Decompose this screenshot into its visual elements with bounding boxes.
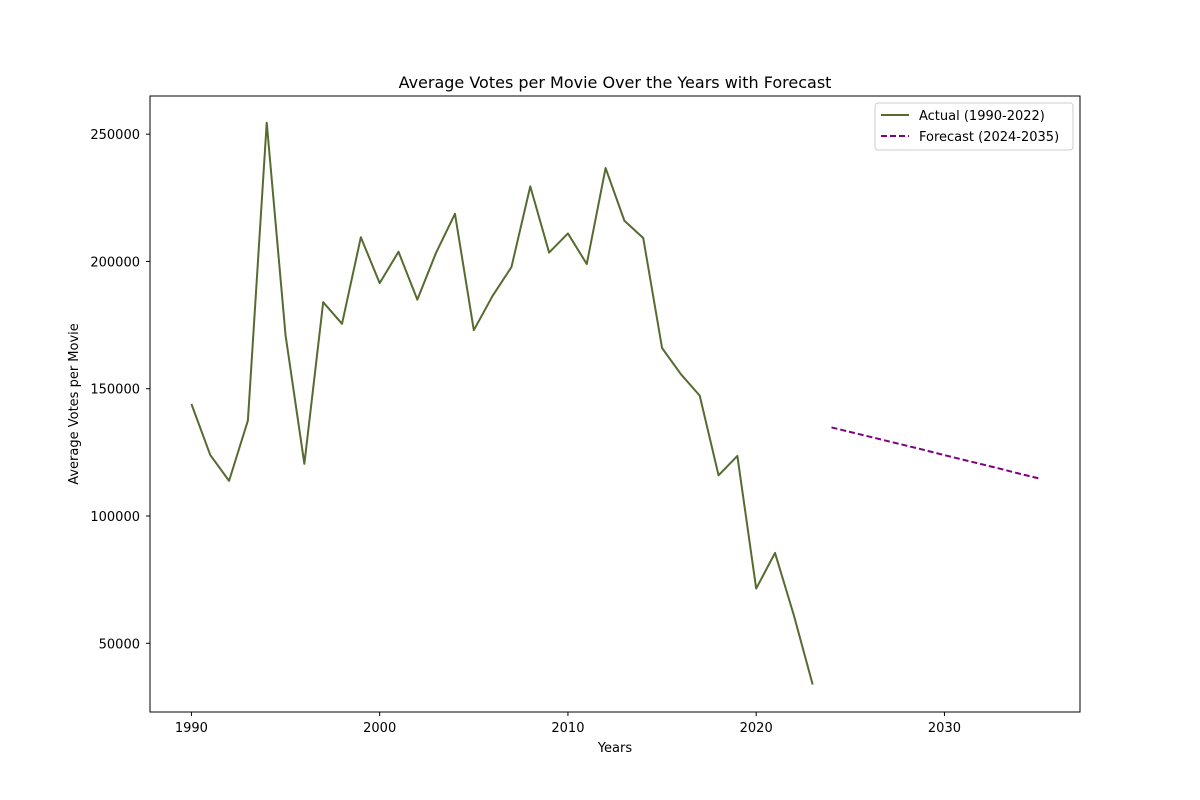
plot-area: 1990 2000 2010 2020 2030 50000 100000 150000 200… [90, 95, 1081, 736]
x-axis-label: Years [597, 741, 633, 756]
x-tick-label: 2000 [363, 721, 396, 736]
series-line-actual [190, 121, 814, 685]
y-tick-label: 100000 [90, 510, 140, 525]
plot-frame [149, 95, 1081, 713]
chart-title: Average Votes per Movie Over the Years w… [399, 73, 832, 92]
legend: Actual (1990-2022) Forecast (2024-2035) [874, 102, 1074, 151]
y-tick-label: 150000 [90, 383, 140, 398]
legend-box [874, 102, 1074, 151]
y-tick-label: 250000 [90, 128, 140, 143]
x-tick-label: 1990 [175, 721, 208, 736]
series-line-forecast [831, 426, 1039, 480]
legend-label: Forecast (2024-2035) [919, 130, 1059, 145]
y-tick-label: 200000 [90, 255, 140, 270]
legend-label: Actual (1990-2022) [919, 109, 1045, 124]
x-tick-label: 2030 [928, 721, 961, 736]
y-axis-label: Average Votes per Movie [67, 323, 82, 485]
y-tick-label: 50000 [99, 637, 140, 652]
x-tick-label: 2010 [551, 721, 584, 736]
x-tick-label: 2020 [740, 721, 773, 736]
